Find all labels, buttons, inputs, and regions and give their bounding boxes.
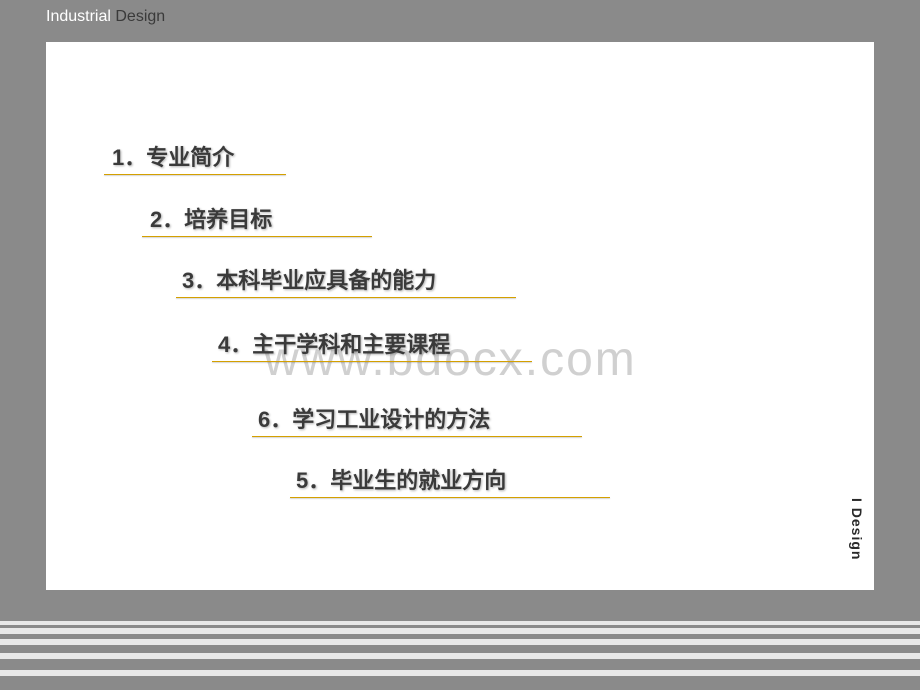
header: Industrial Design (0, 0, 920, 34)
stripe-3 (0, 645, 920, 653)
list-item-1: 1．专业简介 (112, 140, 234, 172)
underline-3 (176, 297, 516, 298)
stripe-1 (0, 625, 920, 628)
underline-5 (252, 436, 582, 437)
content-area: www.bdocx.com I Design 1．专业简介2．培养目标3．本科毕… (46, 42, 874, 590)
stripe-5 (0, 676, 920, 690)
header-text-dark: Design (111, 8, 165, 25)
stripe-4 (0, 659, 920, 670)
header-text-white: Industrial (46, 8, 111, 25)
underline-4 (212, 361, 532, 362)
underline-6 (290, 497, 610, 498)
list-item-5: 6．学习工业设计的方法 (258, 402, 490, 434)
stripe-2 (0, 634, 920, 639)
list-item-4: 4．主干学科和主要课程 (218, 327, 450, 359)
list-item-6: 5．毕业生的就业方向 (296, 463, 506, 495)
right-label-text: I Design (849, 498, 865, 560)
right-label-container: I Design (840, 42, 874, 590)
underline-2 (142, 236, 372, 237)
list-item-3: 3．本科毕业应具备的能力 (182, 263, 436, 295)
list-item-2: 2．培养目标 (150, 202, 272, 234)
underline-1 (104, 174, 286, 175)
bottom-stripes (0, 621, 920, 690)
